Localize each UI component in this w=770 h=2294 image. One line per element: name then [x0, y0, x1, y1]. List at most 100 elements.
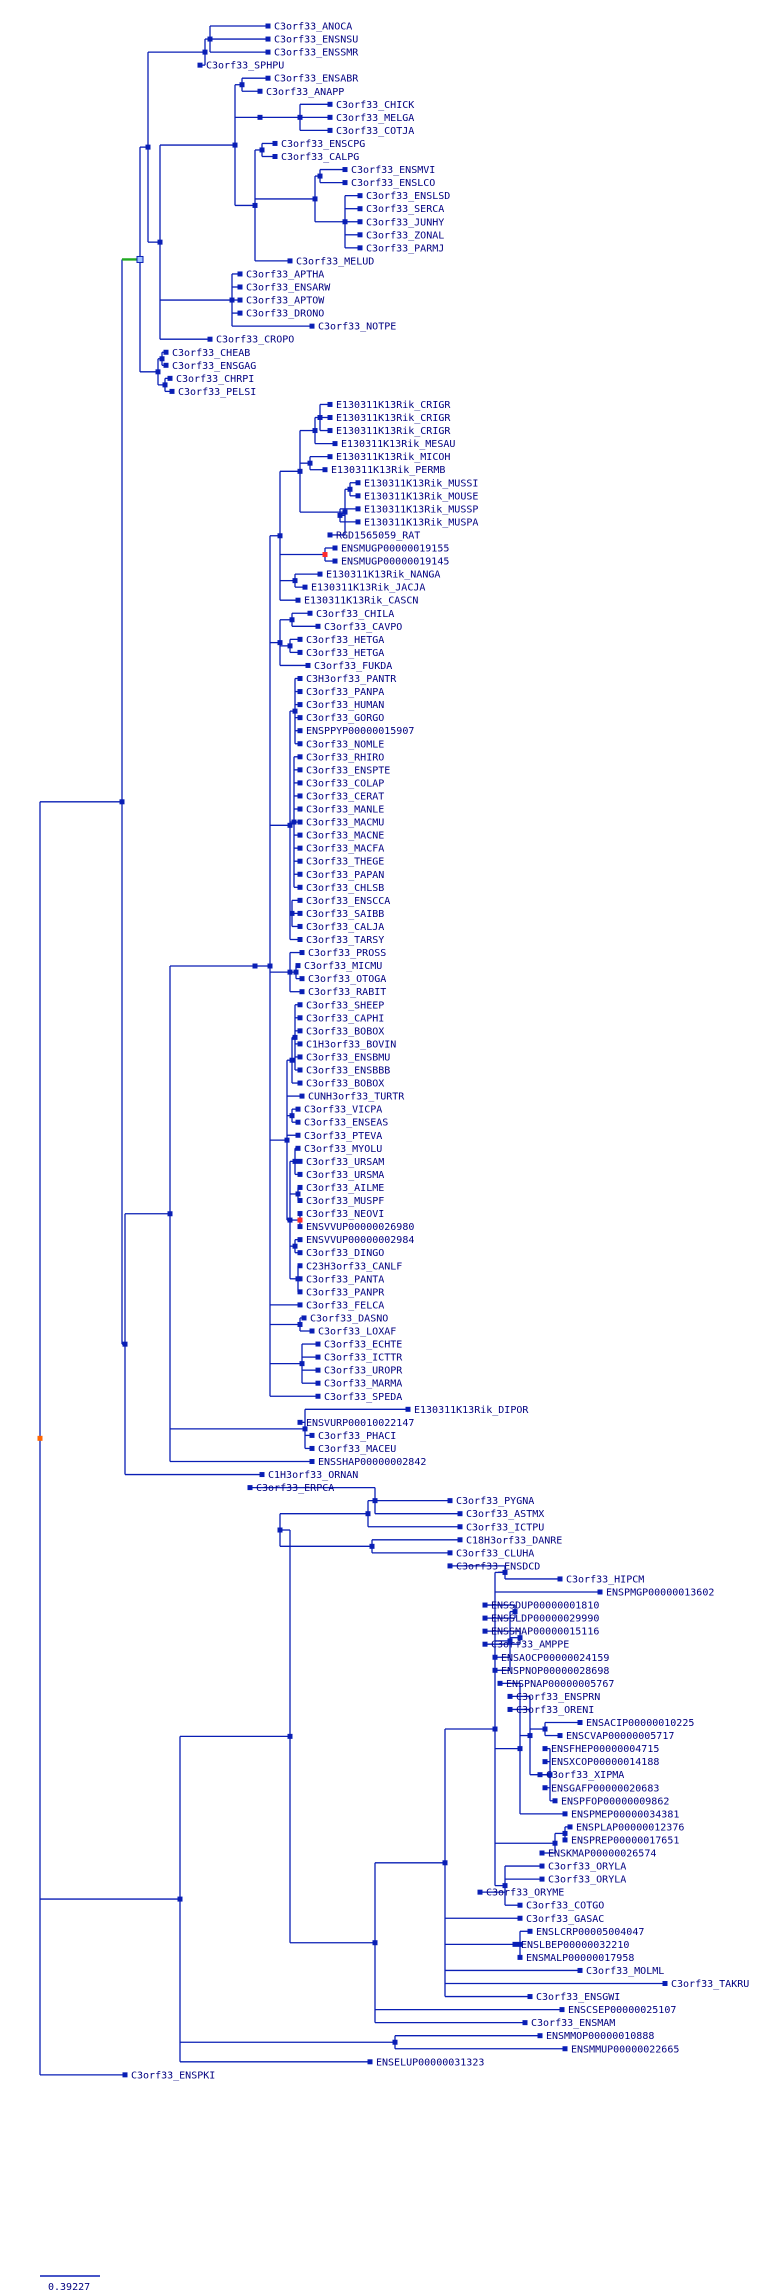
- internal-node[interactable]: [289, 910, 295, 916]
- leaf-node[interactable]: [327, 428, 333, 434]
- internal-node[interactable]: [239, 82, 245, 88]
- leaf-node[interactable]: [567, 1824, 573, 1830]
- leaf-node[interactable]: [512, 1941, 518, 1947]
- leaf-label[interactable]: C3orf33_MOLML: [586, 1966, 664, 1977]
- leaf-label[interactable]: C3orf33_LOXAF: [318, 1327, 396, 1338]
- leaf-label[interactable]: C3orf33_CHICK: [336, 100, 414, 111]
- internal-node[interactable]: [299, 1361, 305, 1367]
- leaf-node[interactable]: [315, 1341, 321, 1347]
- leaf-node[interactable]: [297, 1002, 303, 1008]
- leaf-node[interactable]: [327, 114, 333, 120]
- leaf-node[interactable]: [327, 401, 333, 407]
- leaf-label[interactable]: C3orf33_UROPR: [324, 1366, 403, 1377]
- leaf-label[interactable]: C18H3orf33_DANRE: [466, 1535, 562, 1546]
- leaf-label[interactable]: C1H3orf33_BOVIN: [306, 1039, 396, 1050]
- leaf-node[interactable]: [297, 715, 303, 721]
- leaf-label[interactable]: C3orf33_ASTMX: [466, 1509, 544, 1520]
- leaf-label[interactable]: C3orf33_ENSLCO: [351, 178, 435, 189]
- leaf-node[interactable]: [297, 728, 303, 734]
- internal-node[interactable]: [365, 1511, 371, 1517]
- leaf-label[interactable]: C3orf33_ANOCA: [274, 22, 352, 33]
- leaf-node[interactable]: [297, 649, 303, 655]
- leaf-label[interactable]: C3orf33_HIPCM: [566, 1574, 644, 1585]
- leaf-node[interactable]: [272, 154, 278, 159]
- leaf-label[interactable]: C3orf33_CAVPO: [324, 622, 402, 633]
- leaf-label[interactable]: E130311K13Rik_MICOH: [336, 452, 450, 463]
- leaf-label[interactable]: C3orf33_GASAC: [526, 1914, 604, 1925]
- leaf-label[interactable]: ENSLBEP00000032210: [521, 1940, 629, 1951]
- leaf-label[interactable]: ENSPPYP00000015907: [306, 726, 414, 737]
- leaf-label[interactable]: ENSVVUP00000026980: [306, 1222, 414, 1233]
- internal-node[interactable]: [562, 1830, 568, 1836]
- leaf-node[interactable]: [297, 1184, 303, 1190]
- leaf-node[interactable]: [492, 1654, 498, 1660]
- leaf-node[interactable]: [167, 375, 173, 381]
- leaf-node[interactable]: [482, 1615, 488, 1621]
- leaf-label[interactable]: C3orf33_ECHTE: [324, 1340, 402, 1351]
- leaf-label[interactable]: C3orf33_ICTTR: [324, 1353, 403, 1364]
- leaf-node[interactable]: [457, 1524, 463, 1530]
- internal-node[interactable]: [277, 533, 283, 539]
- leaf-label[interactable]: C3orf33_MICMU: [304, 961, 382, 972]
- leaf-label[interactable]: ENSSLDP00000029990: [491, 1614, 599, 1625]
- internal-node[interactable]: [145, 144, 151, 150]
- leaf-label[interactable]: C23H3orf33_CANLF: [306, 1261, 402, 1272]
- leaf-node[interactable]: [295, 1119, 301, 1125]
- leaf-label[interactable]: C3orf33_ENSCCA: [306, 896, 390, 907]
- leaf-node[interactable]: [297, 845, 303, 851]
- leaf-node[interactable]: [355, 480, 361, 486]
- leaf-node[interactable]: [297, 1250, 303, 1256]
- internal-node[interactable]: [442, 1860, 448, 1866]
- internal-node[interactable]: [287, 822, 293, 828]
- internal-node[interactable]: [292, 1034, 298, 1040]
- leaf-node[interactable]: [197, 62, 203, 68]
- leaf-node[interactable]: [297, 689, 303, 695]
- internal-node[interactable]: [155, 369, 161, 375]
- leaf-label[interactable]: ENSLCRP00005004047: [536, 1927, 644, 1938]
- leaf-label[interactable]: ENSCSEP00000025107: [568, 2005, 676, 2016]
- leaf-node[interactable]: [297, 1224, 303, 1230]
- leaf-label[interactable]: E130311K13Rik_PERMB: [331, 465, 445, 476]
- leaf-label[interactable]: C3orf33_CHRPI: [176, 374, 254, 385]
- collapsed-node[interactable]: [136, 255, 144, 263]
- leaf-label[interactable]: ENSKMAP00000026574: [548, 1849, 656, 1860]
- leaf-label[interactable]: C3orf33_RHIRO: [306, 752, 384, 763]
- leaf-label[interactable]: C3orf33_ENSMVI: [351, 165, 435, 176]
- leaf-node[interactable]: [297, 741, 303, 747]
- leaf-node[interactable]: [299, 989, 305, 995]
- internal-node[interactable]: [284, 1137, 290, 1143]
- leaf-label[interactable]: C3orf33_NOTPE: [318, 322, 396, 333]
- leaf-node[interactable]: [265, 75, 271, 81]
- leaf-label[interactable]: C3orf33_SAIBB: [306, 909, 384, 920]
- internal-node[interactable]: [297, 1321, 303, 1327]
- leaf-node[interactable]: [297, 871, 303, 877]
- leaf-node[interactable]: [237, 310, 243, 316]
- leaf-label[interactable]: C3orf33_MACEU: [318, 1444, 396, 1455]
- internal-node[interactable]: [342, 509, 348, 515]
- leaf-label[interactable]: ENSVVUP00000002984: [306, 1235, 414, 1246]
- leaf-label[interactable]: C3orf33_HETGA: [306, 648, 384, 659]
- leaf-label[interactable]: ENSPFOP00000009862: [561, 1796, 669, 1807]
- internal-node[interactable]: [257, 114, 263, 120]
- leaf-node[interactable]: [265, 23, 271, 29]
- leaf-label[interactable]: C3orf33_MUSPF: [306, 1196, 384, 1207]
- leaf-label[interactable]: C3orf33_MANLE: [306, 805, 384, 816]
- leaf-node[interactable]: [297, 702, 303, 708]
- leaf-node[interactable]: [405, 1406, 411, 1412]
- internal-node[interactable]: [267, 963, 273, 969]
- leaf-node[interactable]: [297, 1211, 303, 1217]
- leaf-node[interactable]: [299, 1093, 305, 1099]
- leaf-node[interactable]: [557, 1576, 563, 1582]
- leaf-label[interactable]: C3orf33_PARMJ: [366, 243, 444, 254]
- leaf-node[interactable]: [482, 1628, 488, 1634]
- internal-node[interactable]: [295, 1276, 301, 1282]
- leaf-node[interactable]: [357, 245, 363, 251]
- leaf-node[interactable]: [447, 1563, 453, 1569]
- leaf-node[interactable]: [552, 1798, 558, 1804]
- internal-node[interactable]: [277, 1527, 283, 1533]
- leaf-node[interactable]: [297, 858, 303, 864]
- leaf-node[interactable]: [297, 1054, 303, 1060]
- leaf-label[interactable]: C3orf33_AMPPE: [491, 1640, 569, 1651]
- leaf-node[interactable]: [309, 1328, 315, 1334]
- leaf-node[interactable]: [542, 1785, 548, 1791]
